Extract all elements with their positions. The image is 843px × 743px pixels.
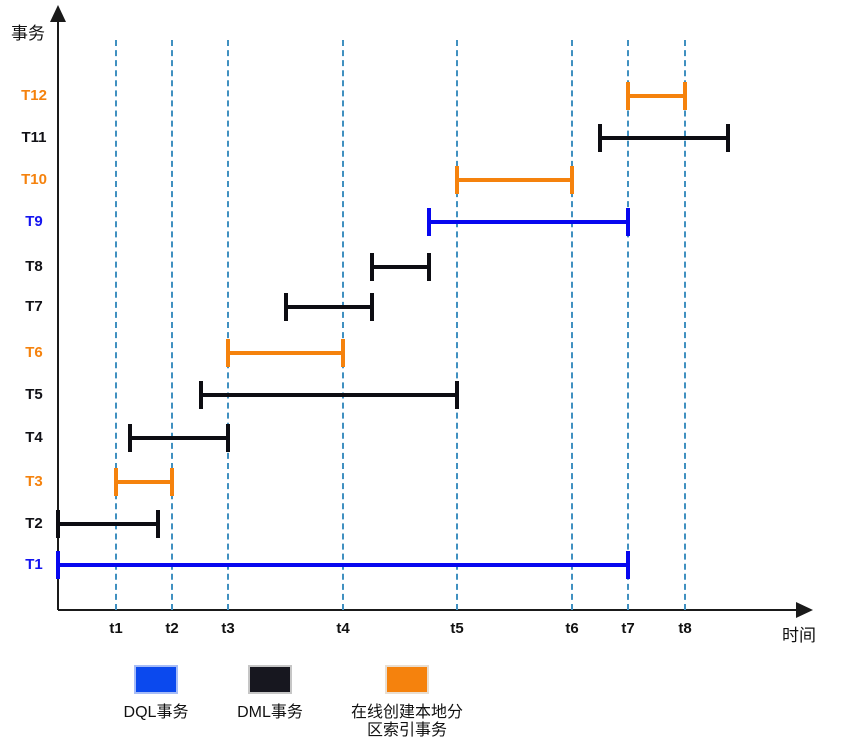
bar-T5-line xyxy=(199,393,459,397)
bar-T9 xyxy=(427,208,630,236)
bar-T10-line xyxy=(455,178,574,182)
bar-T7 xyxy=(284,293,374,321)
legend-label-dml: DML事务 xyxy=(237,704,303,721)
row-label-T6: T6 xyxy=(25,344,43,361)
bar-T1 xyxy=(56,551,630,579)
bar-T3-line xyxy=(114,480,174,484)
tick-label-t5: t5 xyxy=(450,620,464,637)
tick-label-t6: t6 xyxy=(565,620,579,637)
bar-T11 xyxy=(598,124,730,152)
bar-T10 xyxy=(455,166,574,194)
legend-item-index: 在线创建本地分区索引事务 xyxy=(327,665,487,740)
bar-T8-line xyxy=(370,265,431,269)
bar-T7-line xyxy=(284,305,374,309)
gridline-t8 xyxy=(684,40,686,610)
tick-label-t3: t3 xyxy=(221,620,235,637)
row-label-T9: T9 xyxy=(25,213,43,230)
tick-label-t4: t4 xyxy=(336,620,350,637)
bar-T4-line xyxy=(128,436,230,440)
row-label-T12: T12 xyxy=(21,87,47,104)
gridline-t7 xyxy=(627,40,629,610)
row-label-T11: T11 xyxy=(21,129,47,146)
row-label-T3: T3 xyxy=(25,473,43,490)
x-axis-label: 时间 xyxy=(782,626,816,645)
bar-T8 xyxy=(370,253,431,281)
x-axis-line xyxy=(58,609,798,611)
legend-item-dml: DML事务 xyxy=(190,665,350,722)
bar-T12-line xyxy=(626,94,687,98)
bar-T11-line xyxy=(598,136,730,140)
bar-T12 xyxy=(626,82,687,110)
bar-T6 xyxy=(226,339,345,367)
bar-T9-line xyxy=(427,220,630,224)
row-label-T4: T4 xyxy=(25,429,43,446)
tick-label-t2: t2 xyxy=(165,620,179,637)
gridline-t4 xyxy=(342,40,344,610)
bar-T4 xyxy=(128,424,230,452)
bar-T5 xyxy=(199,381,459,409)
legend-label-dql: DQL事务 xyxy=(123,704,189,721)
bar-T6-line xyxy=(226,351,345,355)
legend-swatch-dml xyxy=(248,665,292,694)
x-axis-arrow-icon xyxy=(796,602,813,618)
legend-swatch-index xyxy=(385,665,429,694)
y-axis-arrow-icon xyxy=(50,5,66,22)
legend-swatch-dql xyxy=(134,665,178,694)
row-label-T8: T8 xyxy=(25,258,43,275)
y-axis-line xyxy=(57,14,59,610)
legend-item-dql: DQL事务 xyxy=(76,665,236,722)
tick-label-t1: t1 xyxy=(109,620,123,637)
legend-label-index: 在线创建本地分区索引事务 xyxy=(350,704,463,739)
y-axis-label: 事务 xyxy=(11,24,45,43)
gridline-t5 xyxy=(456,40,458,610)
bar-T2 xyxy=(56,510,160,538)
bar-T2-line xyxy=(56,522,160,526)
row-label-T10: T10 xyxy=(21,171,47,188)
tick-label-t7: t7 xyxy=(621,620,635,637)
bar-T3 xyxy=(114,468,174,496)
gridline-t2 xyxy=(171,40,173,610)
row-label-T5: T5 xyxy=(25,386,43,403)
row-label-T7: T7 xyxy=(25,298,43,315)
row-label-T1: T1 xyxy=(25,556,43,573)
tick-label-t8: t8 xyxy=(678,620,692,637)
row-label-T2: T2 xyxy=(25,515,43,532)
gridline-t1 xyxy=(115,40,117,610)
bar-T1-line xyxy=(56,563,630,567)
gridline-t6 xyxy=(571,40,573,610)
gridline-t3 xyxy=(227,40,229,610)
